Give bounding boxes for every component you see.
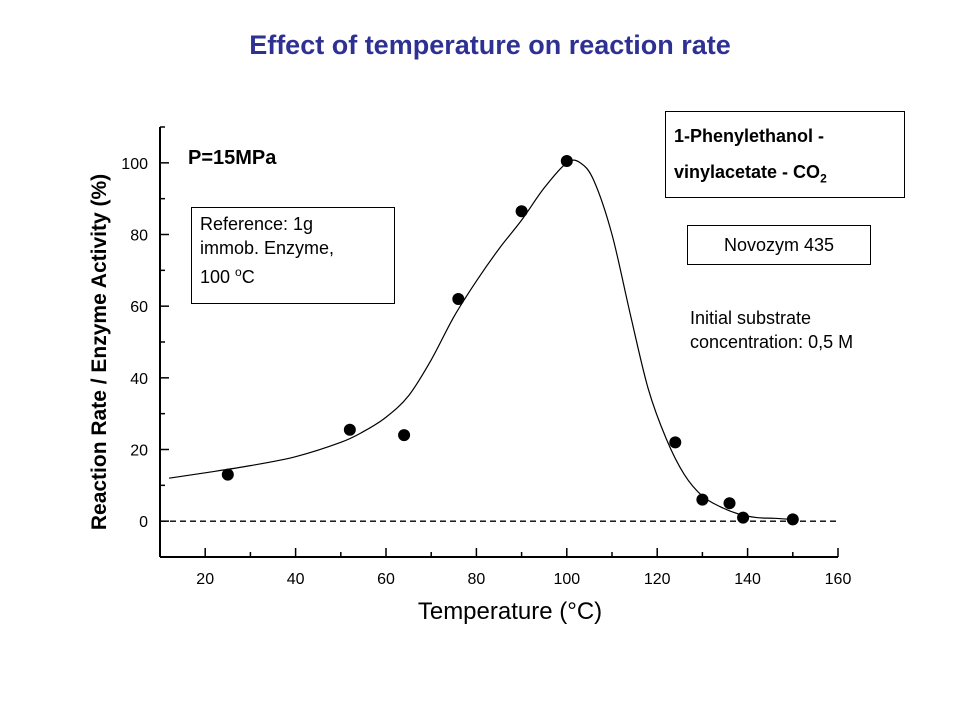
data-point bbox=[343, 423, 356, 436]
data-point bbox=[560, 155, 573, 168]
degree-sup: o bbox=[235, 265, 242, 279]
x-tick-label: 120 bbox=[644, 571, 671, 588]
data-point bbox=[398, 429, 411, 442]
reference-line-2: immob. Enzyme, bbox=[200, 238, 335, 258]
slide-title: Effect of temperature on reaction rate bbox=[249, 30, 731, 60]
data-point bbox=[696, 493, 709, 506]
y-tick-label: 40 bbox=[130, 371, 148, 388]
y-tick-label: 0 bbox=[139, 514, 148, 531]
fit-curve bbox=[168, 159, 793, 520]
catalyst-label: Novozym 435 bbox=[723, 235, 835, 255]
system-compound: vinylacetate - CO bbox=[674, 162, 821, 182]
reaction-system-box: 1-Phenylethanol - vinylacetate - CO2 bbox=[665, 111, 905, 198]
x-tick-label: 160 bbox=[825, 571, 852, 588]
reference-line-1: Reference: 1g bbox=[200, 214, 314, 234]
reference-unit: C bbox=[241, 267, 255, 287]
data-point bbox=[515, 205, 528, 218]
chart-ticks: 20 40 60 80 100 120 140 160 0 20 40 60 80 100 bbox=[121, 126, 852, 588]
reference-box: Reference: 1g immob. Enzyme, 100 oC bbox=[191, 207, 395, 304]
data-point bbox=[221, 468, 234, 481]
co2-subscript: 2 bbox=[820, 171, 827, 186]
data-point bbox=[786, 513, 799, 526]
plot-title: P=15MPa bbox=[188, 147, 277, 169]
y-tick-label: 100 bbox=[121, 156, 148, 173]
catalyst-box: Novozym 435 bbox=[687, 225, 871, 265]
x-tick-label: 80 bbox=[468, 571, 486, 588]
reference-line-3: 100 oC bbox=[200, 260, 386, 289]
x-tick-label: 60 bbox=[377, 571, 395, 588]
x-tick-label: 140 bbox=[734, 571, 761, 588]
y-tick-label: 60 bbox=[130, 299, 148, 316]
data-point bbox=[669, 436, 682, 449]
substrate-note: Initial substrate concentration: 0,5 M bbox=[690, 306, 950, 354]
x-tick-label: 100 bbox=[553, 571, 580, 588]
data-point bbox=[452, 293, 465, 305]
substrate-line-1: Initial substrate bbox=[690, 308, 812, 328]
data-point bbox=[737, 511, 750, 524]
reference-temp: 100 bbox=[200, 267, 236, 287]
x-tick-label: 40 bbox=[287, 571, 305, 588]
x-tick-label: 20 bbox=[196, 571, 214, 588]
substrate-line-2: concentration: 0,5 M bbox=[690, 332, 854, 352]
y-tick-label: 20 bbox=[130, 443, 148, 460]
y-tick-label: 80 bbox=[130, 228, 148, 245]
data-point bbox=[723, 497, 736, 510]
system-line-1: 1-Phenylethanol - bbox=[674, 126, 825, 146]
x-axis-label: Temperature (°C) bbox=[418, 598, 602, 625]
system-line-2: vinylacetate - CO2 bbox=[674, 154, 896, 197]
data-points bbox=[221, 155, 799, 526]
y-axis-label: Reaction Rate / Enzyme Activity (%) bbox=[88, 174, 111, 530]
